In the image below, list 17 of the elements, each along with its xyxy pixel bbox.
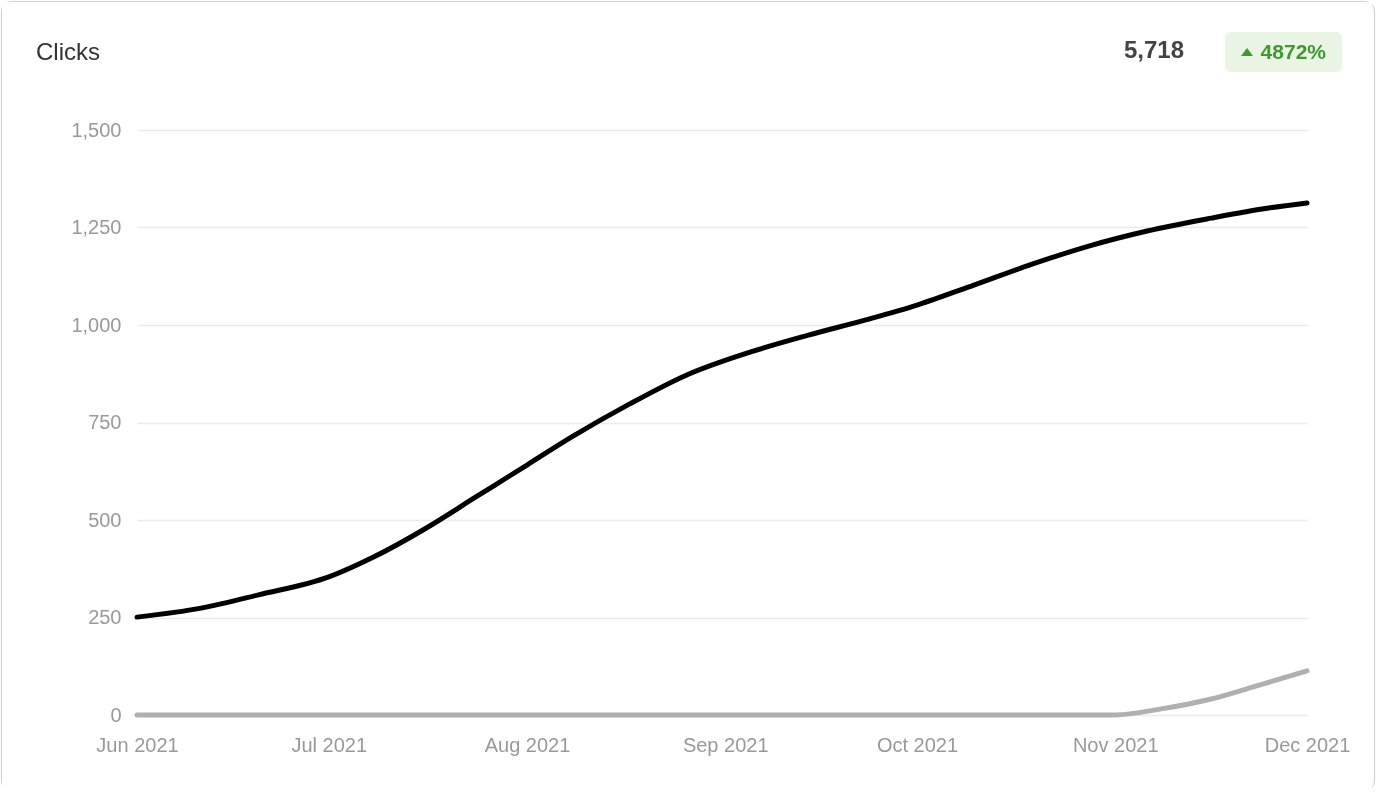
y-tick-label: 1,500 — [71, 118, 122, 141]
x-tick-label: Aug 2021 — [484, 733, 571, 756]
x-tick-label: Jul 2021 — [291, 733, 368, 756]
x-tick-label: Oct 2021 — [876, 733, 959, 756]
x-tick-label: Sep 2021 — [682, 733, 769, 756]
y-tick-label: 1,000 — [71, 313, 122, 336]
text: 5,718 — [1123, 36, 1184, 64]
y-tick-label: 750 — [88, 411, 122, 433]
y-tick-label: 1,250 — [71, 216, 122, 238]
text: 4872% — [1260, 40, 1326, 64]
x-tick-label: Dec 2021 — [1264, 733, 1351, 756]
y-tick-label: 250 — [88, 606, 122, 628]
y-tick-label: 500 — [88, 508, 122, 531]
chart-title: Clicks — [36, 38, 100, 66]
x-tick-label: Nov 2021 — [1072, 733, 1159, 756]
y-tick-label: 0 — [110, 703, 122, 726]
x-tick-label: Jun 2021 — [96, 733, 179, 756]
